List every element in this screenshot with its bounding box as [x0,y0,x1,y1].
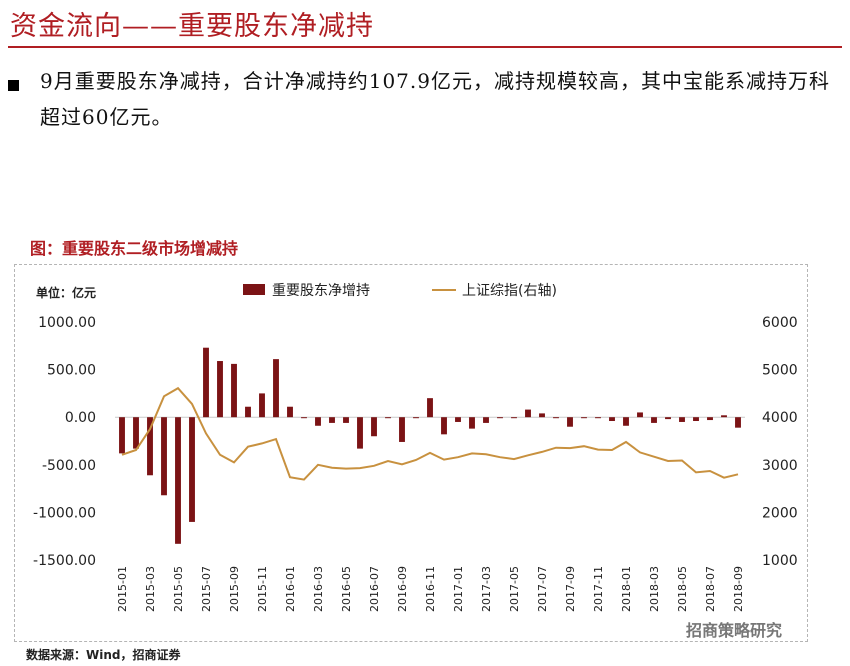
bar-net-holding [525,409,531,418]
chart-legend: 重要股东净增持 上证综指(右轴) [243,283,557,299]
page-title: 资金流向——重要股东净减持 [10,11,374,42]
bar-net-holding [567,417,573,427]
bar-net-holding [357,417,363,449]
title-divider [8,46,842,48]
bar-net-holding [399,417,405,442]
bar-net-holding [539,413,545,418]
x-axis-tick: 2017-03 [480,566,493,612]
bar-net-holding [581,417,587,419]
x-axis-tick: 2017-05 [508,566,521,612]
data-source: 数据来源：Wind，招商证券 [26,648,181,662]
x-axis-tick: 2015-03 [144,566,157,612]
bar-net-holding [175,417,181,544]
bar-net-holding [329,417,335,423]
bar-net-holding [469,417,475,429]
right-axis-tick: 1000 [762,553,798,569]
right-axis-tick: 5000 [762,363,798,379]
right-axis-tick: 6000 [762,315,798,331]
x-axis-tick: 2017-07 [536,566,549,612]
left-axis-tick: -500.00 [42,458,96,474]
bar-net-holding [413,417,419,419]
bar-net-holding [497,417,503,419]
bar-net-holding [273,359,279,418]
legend-line-label: 上证综指(右轴) [462,283,557,299]
bar-net-holding [343,417,349,423]
bar-net-holding [231,363,237,418]
x-axis-tick: 2018-01 [620,566,633,612]
chart-frame [14,264,808,642]
left-axis-tick: 500.00 [47,363,96,379]
bar-net-holding [371,417,377,437]
bar-net-holding [679,417,685,422]
unit-label: 单位：亿元 [36,285,96,300]
x-axis-tick: 2017-11 [592,566,605,612]
bar-net-holding [735,417,741,428]
left-axis-tick: 0.00 [65,410,96,426]
bar-net-holding [483,417,489,423]
legend-bar-label: 重要股东净增持 [272,283,370,299]
bar-net-holding [721,415,727,418]
right-axis-tick: 3000 [762,458,798,474]
bar-net-holding [161,417,167,496]
x-axis-tick: 2015-07 [200,566,213,612]
bar-net-holding [287,406,293,418]
right-axis-tick: 2000 [762,505,798,521]
summary-text: 9月重要股东净减持，合计净减持约107.9亿元，减持规模较高，其中宝能系减持万科… [40,69,830,129]
left-axis-tick: -1000.00 [33,505,96,521]
bar-net-holding [637,412,643,418]
bar-net-holding [553,417,559,419]
bar-net-holding [693,417,699,422]
bar-net-holding [203,347,209,418]
bar-net-holding [623,417,629,426]
x-axis-tick: 2015-09 [228,566,241,612]
bar-net-holding [259,393,265,418]
x-axis-tick: 2016-05 [340,566,353,612]
bar-net-holding [315,417,321,426]
x-axis-tick: 2016-01 [284,566,297,612]
x-axis-tick: 2015-05 [172,566,185,612]
x-axis-tick: 2018-05 [676,566,689,612]
x-axis-tick: 2016-07 [368,566,381,612]
left-axis-tick: -1500.00 [33,553,96,569]
x-axis-tick: 2017-09 [564,566,577,612]
bar-net-holding [133,417,139,449]
x-axis-tick: 2016-09 [396,566,409,612]
legend-bar-swatch [243,284,265,295]
bar-net-holding [147,417,153,476]
bar-net-holding [119,417,125,454]
x-axis-tick: 2016-11 [424,566,437,612]
bar-net-holding [651,417,657,423]
bar-net-holding [245,406,251,418]
bar-net-holding [385,417,391,419]
bar-net-holding [665,417,671,420]
bar-net-holding [455,417,461,422]
x-axis-tick: 2018-07 [704,566,717,612]
bar-net-holding [217,361,223,418]
bar-net-holding [595,417,601,419]
watermark: 招商策略研究 [686,621,783,640]
bar-net-holding [301,417,307,419]
right-axis-tick: 4000 [762,410,798,426]
x-axis-tick: 2015-11 [256,566,269,612]
bar-net-holding [441,417,447,435]
bar-net-holding [189,417,195,522]
left-axis-tick: 1000.00 [38,315,96,331]
figure-title: 图：重要股东二级市场增减持 [30,239,239,258]
bar-net-holding [609,417,615,422]
x-axis-tick: 2017-01 [452,566,465,612]
bar-net-holding [511,417,517,419]
bar-net-holding [707,417,713,421]
x-axis-tick: 2015-01 [116,566,129,612]
x-axis-tick: 2018-03 [648,566,661,612]
bullet-square-icon [8,80,19,91]
bar-net-holding [427,398,433,418]
x-axis-tick: 2016-03 [312,566,325,612]
line-sse-index [121,386,739,481]
x-axis-tick: 2018-09 [732,566,745,612]
